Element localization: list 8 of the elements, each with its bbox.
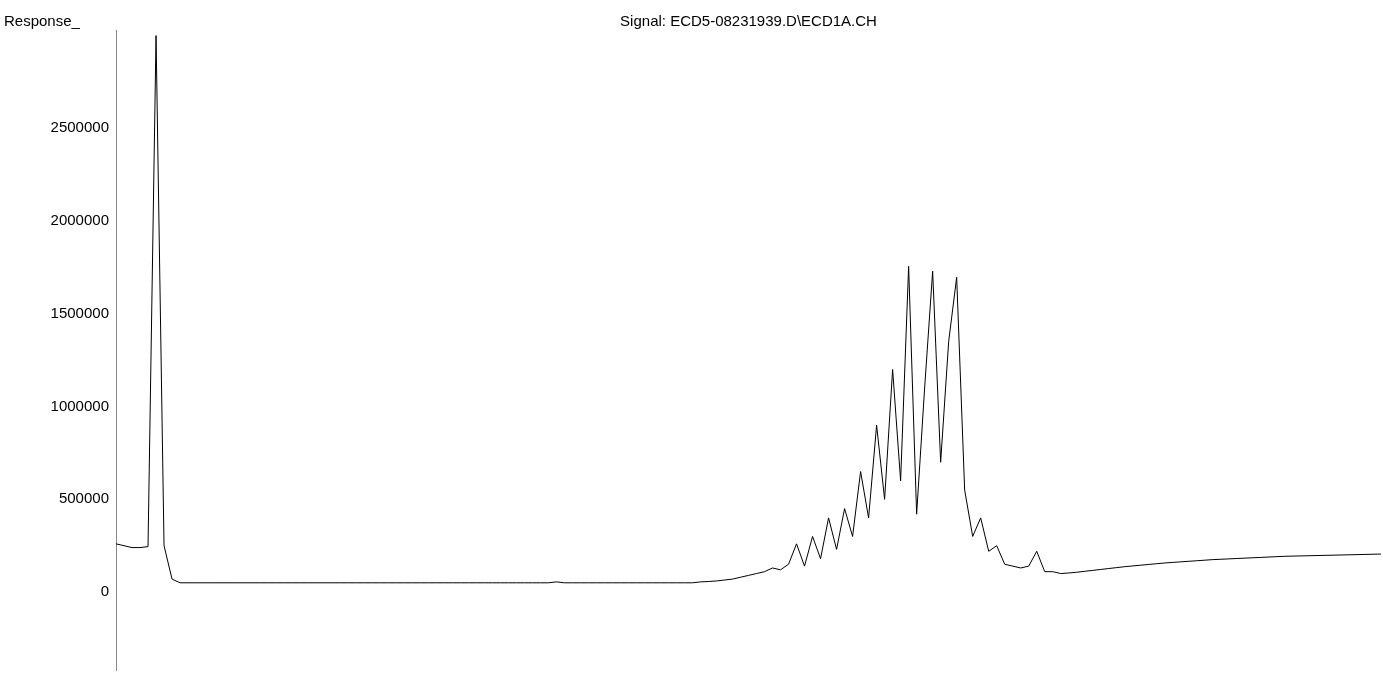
y-tick-label: 1000000 xyxy=(50,396,109,414)
chart-title: Signal: ECD5-08231939.D\ECD1A.CH xyxy=(620,12,877,30)
y-tick-label: 1500000 xyxy=(50,303,109,321)
y-tick-label: 2000000 xyxy=(50,211,109,229)
y-axis-title: Response_ xyxy=(4,12,81,30)
y-tick-label: 0 xyxy=(100,582,109,600)
y-tick-label: 500000 xyxy=(58,489,109,507)
y-tick-label: 2500000 xyxy=(50,118,109,136)
